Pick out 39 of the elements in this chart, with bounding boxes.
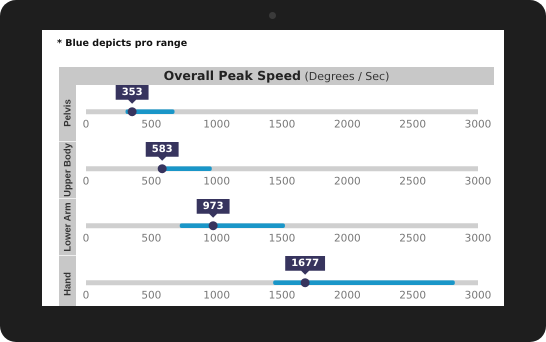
x-tick-label: 2000 [334, 118, 361, 130]
x-tick-label: 0 [82, 289, 90, 302]
x-tick-label: 1000 [203, 175, 230, 188]
x-tick-label: 1000 [203, 232, 230, 244]
y-tick-label: Upper Body [62, 143, 73, 197]
x-tick-label: 500 [141, 289, 162, 302]
x-tick-label: 1500 [268, 118, 296, 130]
text: * Blue depicts pro range [57, 38, 188, 49]
data-label: 1677 [291, 258, 320, 269]
data-label: 353 [122, 86, 143, 98]
x-tick-label: 500 [141, 118, 162, 130]
x-tick-label: 3000 [464, 118, 492, 130]
x-tick-label: 1000 [203, 118, 230, 130]
x-tick-label: 2500 [399, 118, 426, 130]
x-tick-label: 0 [82, 232, 90, 244]
x-tick-label: 2500 [399, 289, 426, 302]
x-tick-label: 0 [82, 118, 90, 130]
x-tick-label: 2500 [399, 232, 426, 244]
x-tick-label: 3000 [464, 232, 492, 244]
x-tick-label: 2000 [334, 232, 361, 244]
data-label: 583 [152, 144, 173, 155]
x-tick-label: 2000 [334, 175, 361, 188]
x-tick-label: 3000 [464, 289, 492, 302]
x-tick-label: 1000 [203, 289, 230, 302]
chart-title: Overall Peak Speed [164, 68, 302, 83]
x-tick-label: 2500 [399, 175, 426, 188]
x-tick-label: 500 [141, 175, 162, 188]
x-tick-label: 500 [141, 232, 162, 244]
y-tick-label: Hand [62, 272, 73, 296]
y-tick-label: Pelvis [62, 99, 73, 127]
data-label: 973 [202, 200, 224, 212]
x-tick-label: 1500 [268, 175, 296, 188]
x-tick-label: 2000 [334, 289, 361, 302]
x-tick-label: 1500 [268, 289, 296, 302]
x-tick-label: 0 [82, 175, 90, 188]
x-tick-label: 1500 [268, 232, 296, 244]
x-tick-label: 3000 [464, 175, 492, 188]
chart-subtitle: (Degrees / Sec) [304, 70, 390, 83]
y-tick-label: Lower Arm [62, 202, 73, 252]
